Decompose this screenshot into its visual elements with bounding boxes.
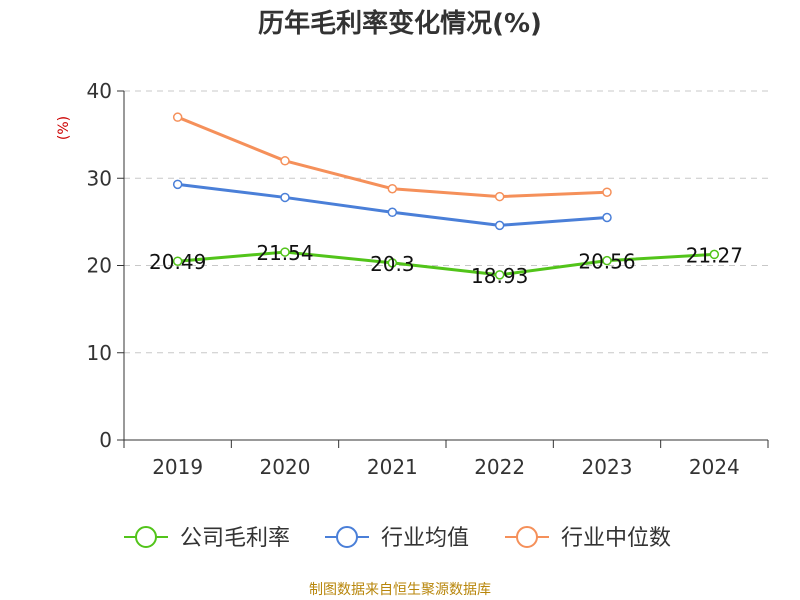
- data-point: [387, 183, 398, 194]
- axes: [117, 90, 769, 448]
- y-unit-label: (%): [56, 116, 72, 140]
- data-label: 20.3: [370, 252, 415, 276]
- data-point: [602, 187, 612, 197]
- y-tick-label: 0: [99, 428, 112, 452]
- x-tick-label: 2020: [260, 455, 311, 479]
- data-label: 21.54: [256, 241, 313, 265]
- data-point: [494, 220, 505, 231]
- grid-lines: [124, 90, 768, 354]
- legend-item-2[interactable]: 行业中位数: [505, 526, 671, 551]
- data-point: [280, 192, 290, 203]
- y-tick-label: 40: [87, 79, 112, 103]
- legend-item-0[interactable]: 公司毛利率: [124, 526, 290, 551]
- chart-title: 历年毛利率变化情况(%): [258, 8, 542, 39]
- data-point: [387, 258, 398, 268]
- legend-item-1[interactable]: 行业均值: [325, 526, 469, 551]
- legend: 公司毛利率 行业均值 行业中位数: [124, 526, 671, 551]
- series-line-0: [177, 250, 715, 277]
- y-tick-labels: 0 10 20 30 40: [87, 79, 112, 452]
- data-label: 20.49: [149, 250, 206, 274]
- data-point: [494, 191, 505, 202]
- data-point: [387, 207, 398, 218]
- data-label: 18.93: [471, 264, 528, 288]
- data-point: [709, 249, 720, 260]
- data-point: [280, 247, 290, 257]
- x-tick-label: 2023: [582, 455, 633, 479]
- data-label: 20.56: [578, 250, 635, 274]
- x-tick-label: 2022: [474, 455, 525, 479]
- y-tick-label: 30: [87, 166, 112, 190]
- legend-marker: [336, 526, 358, 548]
- legend-marker: [135, 526, 157, 548]
- data-point: [494, 270, 505, 280]
- data-point: [602, 212, 612, 223]
- x-tick-label: 2019: [152, 455, 203, 479]
- data-point: [172, 256, 183, 266]
- source-note: 制图数据来自恒生聚源数据库: [309, 582, 491, 598]
- data-point: [280, 156, 290, 166]
- legend-label: 行业均值: [381, 526, 469, 551]
- x-tick-label: 2024: [689, 455, 740, 479]
- data-point: [172, 112, 183, 122]
- data-labels: 20.49 21.54 20.3 18.93 20.56 21.27: [149, 241, 743, 288]
- legend-label: 行业中位数: [561, 526, 671, 551]
- data-point: [172, 179, 183, 190]
- data-point: [602, 255, 612, 266]
- x-tick-labels: 2019 2020 2021 2022 2023 2024: [152, 455, 740, 479]
- y-tick-label: 20: [87, 254, 112, 278]
- legend-label: 公司毛利率: [180, 526, 290, 551]
- legend-marker: [516, 526, 538, 548]
- y-tick-label: 10: [87, 341, 112, 365]
- x-tick-label: 2021: [367, 455, 418, 479]
- data-label: 21.27: [686, 243, 743, 267]
- series-lines: [172, 112, 720, 280]
